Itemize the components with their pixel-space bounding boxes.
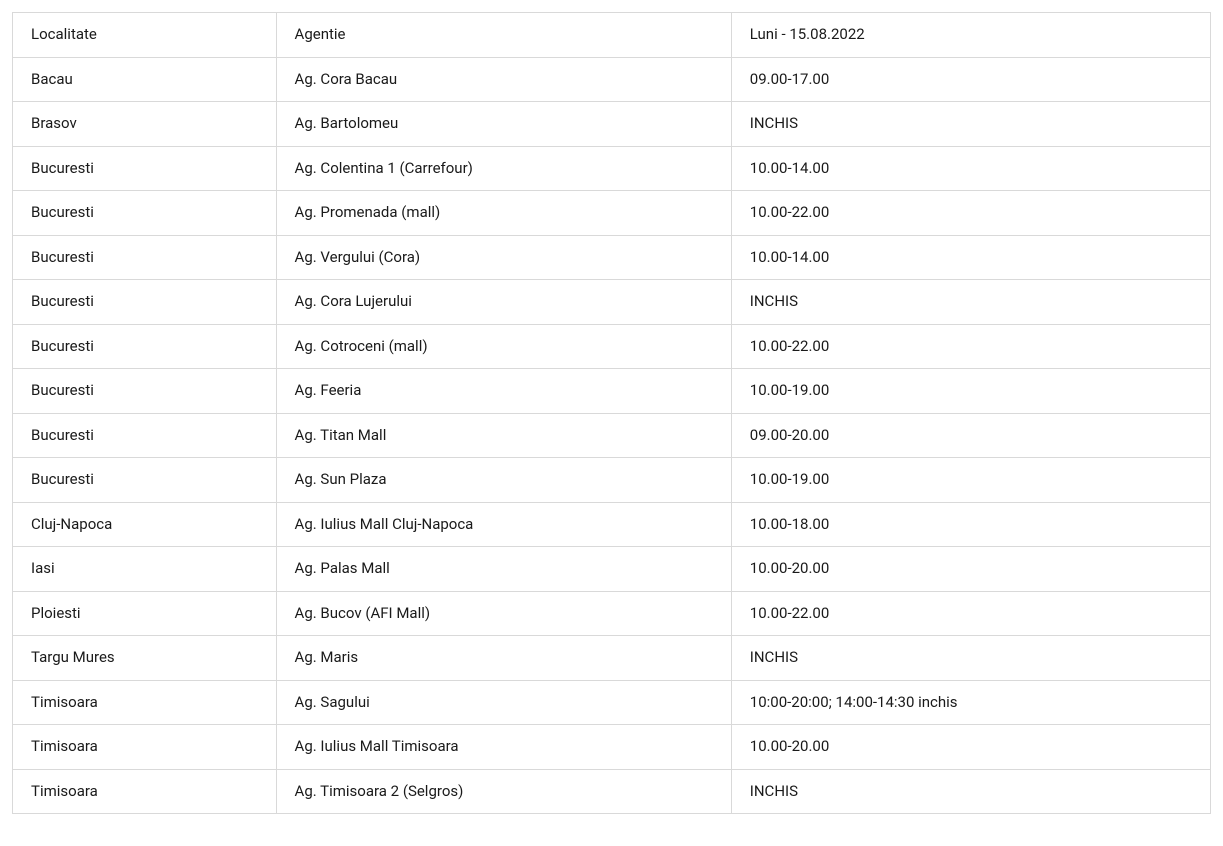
cell-agency: Ag. Iulius Mall Timisoara	[276, 725, 731, 770]
cell-hours: 10.00-18.00	[731, 502, 1210, 547]
cell-hours: 10.00-22.00	[731, 324, 1210, 369]
cell-agency: Ag. Titan Mall	[276, 413, 731, 458]
cell-locality: Bucuresti	[13, 413, 277, 458]
table-row: Bucuresti Ag. Promenada (mall) 10.00-22.…	[13, 191, 1211, 236]
cell-hours: 10.00-14.00	[731, 146, 1210, 191]
cell-agency: Ag. Sun Plaza	[276, 458, 731, 503]
cell-locality: Bucuresti	[13, 324, 277, 369]
cell-locality: Iasi	[13, 547, 277, 592]
cell-locality: Bacau	[13, 57, 277, 102]
cell-agency: Ag. Vergului (Cora)	[276, 235, 731, 280]
cell-agency: Ag. Bartolomeu	[276, 102, 731, 147]
cell-agency: Ag. Cora Lujerului	[276, 280, 731, 325]
table-row: Cluj-Napoca Ag. Iulius Mall Cluj-Napoca …	[13, 502, 1211, 547]
schedule-table: Localitate Agentie Luni - 15.08.2022 Bac…	[12, 12, 1211, 814]
cell-locality: Targu Mures	[13, 636, 277, 681]
cell-hours: 10.00-19.00	[731, 458, 1210, 503]
cell-agency: Ag. Sagului	[276, 680, 731, 725]
table-row: Targu Mures Ag. Maris INCHIS	[13, 636, 1211, 681]
cell-hours: 10.00-19.00	[731, 369, 1210, 414]
cell-locality: Ploiesti	[13, 591, 277, 636]
cell-agency: Ag. Promenada (mall)	[276, 191, 731, 236]
cell-hours: INCHIS	[731, 769, 1210, 814]
cell-agency: Ag. Palas Mall	[276, 547, 731, 592]
cell-hours: 10.00-22.00	[731, 191, 1210, 236]
table-row: Timisoara Ag. Timisoara 2 (Selgros) INCH…	[13, 769, 1211, 814]
cell-hours: 10.00-22.00	[731, 591, 1210, 636]
cell-locality: Timisoara	[13, 680, 277, 725]
cell-agency: Ag. Feeria	[276, 369, 731, 414]
schedule-table-wrapper: Localitate Agentie Luni - 15.08.2022 Bac…	[12, 12, 1211, 814]
table-row: Bucuresti Ag. Titan Mall 09.00-20.00	[13, 413, 1211, 458]
cell-locality: Bucuresti	[13, 458, 277, 503]
table-row: Bucuresti Ag. Cora Lujerului INCHIS	[13, 280, 1211, 325]
cell-hours: INCHIS	[731, 102, 1210, 147]
cell-hours: 10:00-20:00; 14:00-14:30 inchis	[731, 680, 1210, 725]
cell-agency: Ag. Timisoara 2 (Selgros)	[276, 769, 731, 814]
cell-hours: 10.00-14.00	[731, 235, 1210, 280]
table-row: Iasi Ag. Palas Mall 10.00-20.00	[13, 547, 1211, 592]
table-row: Ploiesti Ag. Bucov (AFI Mall) 10.00-22.0…	[13, 591, 1211, 636]
table-row: Bucuresti Ag. Sun Plaza 10.00-19.00	[13, 458, 1211, 503]
col-header-hours: Luni - 15.08.2022	[731, 13, 1210, 58]
table-row: Timisoara Ag. Iulius Mall Timisoara 10.0…	[13, 725, 1211, 770]
cell-hours: 10.00-20.00	[731, 725, 1210, 770]
cell-locality: Timisoara	[13, 769, 277, 814]
table-row: Bucuresti Ag. Vergului (Cora) 10.00-14.0…	[13, 235, 1211, 280]
cell-locality: Bucuresti	[13, 280, 277, 325]
table-row: Brasov Ag. Bartolomeu INCHIS	[13, 102, 1211, 147]
col-header-locality: Localitate	[13, 13, 277, 58]
cell-agency: Ag. Cotroceni (mall)	[276, 324, 731, 369]
table-header-row: Localitate Agentie Luni - 15.08.2022	[13, 13, 1211, 58]
table-row: Timisoara Ag. Sagului 10:00-20:00; 14:00…	[13, 680, 1211, 725]
cell-agency: Ag. Cora Bacau	[276, 57, 731, 102]
table-row: Bucuresti Ag. Colentina 1 (Carrefour) 10…	[13, 146, 1211, 191]
cell-locality: Bucuresti	[13, 191, 277, 236]
table-row: Bucuresti Ag. Cotroceni (mall) 10.00-22.…	[13, 324, 1211, 369]
cell-hours: INCHIS	[731, 280, 1210, 325]
table-row: Bacau Ag. Cora Bacau 09.00-17.00	[13, 57, 1211, 102]
cell-hours: INCHIS	[731, 636, 1210, 681]
table-body: Bacau Ag. Cora Bacau 09.00-17.00 Brasov …	[13, 57, 1211, 814]
cell-locality: Cluj-Napoca	[13, 502, 277, 547]
cell-agency: Ag. Iulius Mall Cluj-Napoca	[276, 502, 731, 547]
cell-locality: Bucuresti	[13, 369, 277, 414]
cell-hours: 10.00-20.00	[731, 547, 1210, 592]
cell-agency: Ag. Bucov (AFI Mall)	[276, 591, 731, 636]
cell-locality: Bucuresti	[13, 146, 277, 191]
cell-locality: Brasov	[13, 102, 277, 147]
cell-hours: 09.00-20.00	[731, 413, 1210, 458]
cell-agency: Ag. Maris	[276, 636, 731, 681]
col-header-agency: Agentie	[276, 13, 731, 58]
cell-locality: Bucuresti	[13, 235, 277, 280]
table-row: Bucuresti Ag. Feeria 10.00-19.00	[13, 369, 1211, 414]
cell-locality: Timisoara	[13, 725, 277, 770]
cell-agency: Ag. Colentina 1 (Carrefour)	[276, 146, 731, 191]
cell-hours: 09.00-17.00	[731, 57, 1210, 102]
